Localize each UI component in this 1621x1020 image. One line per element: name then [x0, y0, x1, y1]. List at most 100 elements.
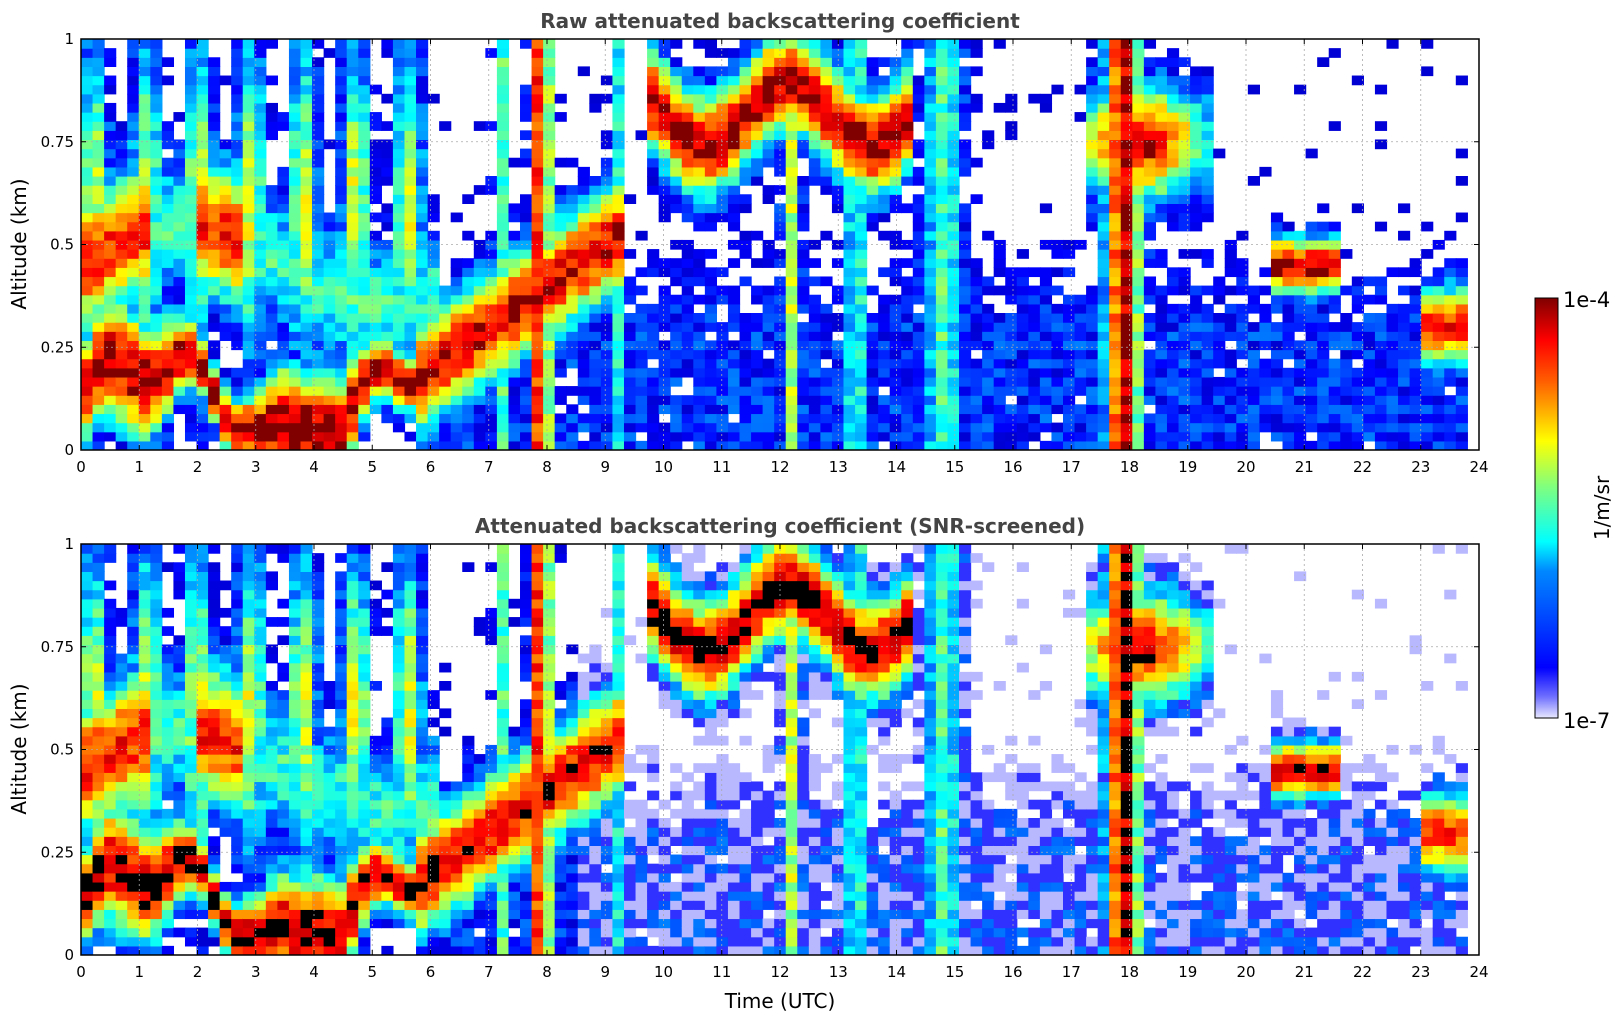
heatmap-cell [300, 708, 313, 719]
heatmap-cell [231, 617, 244, 627]
heatmap-cell [1086, 358, 1099, 369]
heatmap-cell [681, 358, 694, 369]
heatmap-cell [219, 781, 232, 792]
heatmap-cell [681, 66, 694, 77]
heatmap-cell [774, 221, 787, 232]
heatmap-cell [92, 285, 105, 296]
heatmap-cell [104, 927, 117, 938]
heatmap-cell [416, 75, 429, 86]
heatmap-cell [1063, 404, 1076, 415]
heatmap-cell [843, 203, 856, 214]
heatmap-cell [161, 258, 175, 268]
heatmap-cell [878, 340, 891, 351]
heatmap-cell [1120, 404, 1133, 415]
heatmap-cell [358, 185, 371, 195]
heatmap-cell [658, 294, 671, 305]
heatmap-cell [785, 258, 798, 268]
heatmap-cell [1282, 404, 1295, 415]
heatmap-cell [647, 258, 660, 268]
heatmap-cell [520, 404, 533, 415]
heatmap-cell [1109, 431, 1122, 442]
heatmap-cell [196, 212, 209, 223]
heatmap-cell [889, 367, 902, 378]
heatmap-cell [878, 194, 891, 204]
heatmap-cell [1282, 376, 1295, 387]
heatmap-cell [92, 635, 105, 646]
heatmap-cell [1109, 203, 1122, 214]
heatmap-cell [970, 48, 983, 58]
heatmap-cell [473, 367, 486, 378]
heatmap-cell [647, 39, 660, 49]
heatmap-cell [115, 909, 128, 920]
heatmap-cell [924, 376, 937, 387]
heatmap-cell [1155, 148, 1168, 159]
heatmap-cell [959, 249, 972, 259]
heatmap-cell [288, 845, 302, 856]
heatmap-cell [959, 376, 972, 387]
heatmap-cell [496, 367, 510, 378]
heatmap-cell [1178, 212, 1191, 223]
heatmap-cell [1051, 267, 1064, 278]
heatmap-cell [1109, 166, 1122, 177]
heatmap-cell [1432, 313, 1445, 323]
heatmap-cell [150, 48, 163, 58]
heatmap-cell [115, 936, 128, 947]
heatmap-cell [127, 772, 140, 783]
heatmap-cell [312, 93, 325, 104]
heatmap-cell [265, 808, 278, 819]
heatmap-cell [762, 440, 775, 450]
heatmap-cell [184, 185, 198, 195]
heatmap-cell [693, 367, 706, 378]
heatmap-cell [288, 440, 302, 450]
heatmap-cell [589, 386, 602, 396]
heatmap-cell [508, 212, 521, 223]
heatmap-cell [335, 294, 348, 305]
heatmap-cell [242, 754, 255, 764]
heatmap-cell [196, 562, 209, 572]
heatmap-cell [531, 303, 544, 314]
heatmap-cell [300, 322, 313, 332]
heatmap-cell [104, 662, 117, 673]
heatmap-cell [219, 422, 232, 433]
heatmap-cell [150, 854, 163, 865]
heatmap-cell [866, 340, 879, 351]
heatmap-cell [231, 431, 244, 442]
heatmap-cell [242, 386, 255, 396]
heatmap-cell [277, 617, 290, 627]
heatmap-cell [820, 166, 833, 177]
heatmap-cell [1432, 285, 1445, 296]
heatmap-cell [462, 276, 475, 287]
heatmap-cell [543, 112, 556, 122]
heatmap-cell [1409, 376, 1422, 387]
heatmap-cell [520, 349, 533, 360]
heatmap-cell [808, 102, 821, 113]
heatmap-cell [1143, 230, 1157, 241]
heatmap-cell [161, 790, 175, 801]
heatmap-cell [959, 303, 972, 314]
heatmap-cell [392, 303, 406, 314]
heatmap-cell [173, 157, 186, 168]
heatmap-cell [982, 130, 995, 141]
heatmap-cell [450, 395, 463, 405]
heatmap-cell [912, 413, 925, 424]
heatmap-cell [335, 185, 348, 195]
heatmap-cell [600, 157, 614, 168]
heatmap-cell [1398, 313, 1411, 323]
heatmap-cell [104, 936, 117, 947]
heatmap-cell [81, 635, 94, 646]
heatmap-cell [81, 854, 94, 865]
heatmap-cell [312, 936, 325, 947]
heatmap-cell [92, 431, 105, 442]
heatmap-cell [808, 139, 821, 150]
heatmap-cell [566, 267, 579, 278]
heatmap-cell [231, 84, 244, 95]
heatmap-cell [184, 635, 198, 646]
heatmap-cell [808, 386, 821, 396]
heatmap-cell [358, 376, 371, 387]
heatmap-cell [496, 331, 510, 341]
heatmap-cell [173, 148, 186, 159]
heatmap-cell [959, 258, 972, 268]
heatmap-cell [254, 927, 267, 938]
heatmap-cell [254, 653, 267, 664]
heatmap-cell [1109, 212, 1122, 223]
